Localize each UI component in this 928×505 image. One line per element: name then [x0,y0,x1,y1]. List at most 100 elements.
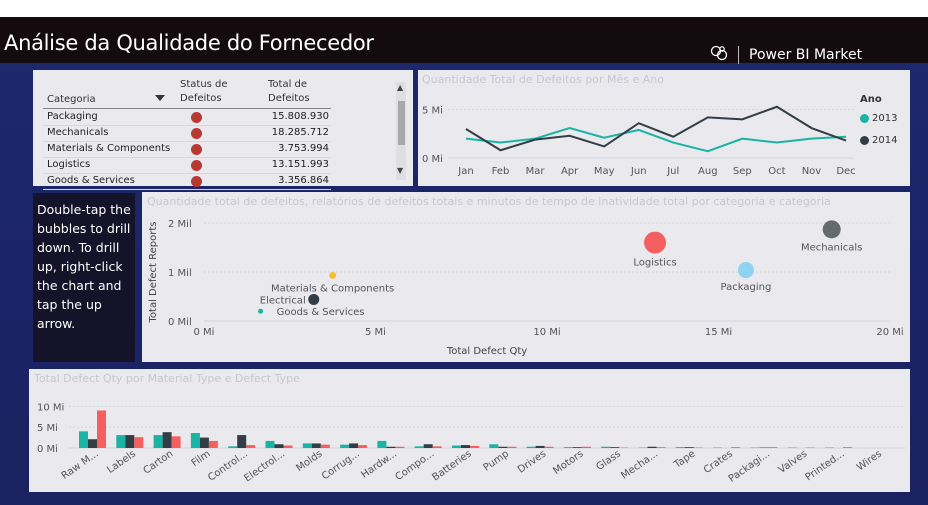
line-chart-panel: Quantidade Total de Defeitos por Mês e A… [418,70,910,186]
x-tick-label: 0 Mi [194,327,215,338]
bar [572,447,582,448]
bar [246,445,256,448]
bar [88,439,97,448]
scroll-up-icon[interactable]: ▲ [397,83,404,92]
line-chart[interactable]: 0 Mi 5 Mi Jan Feb Mar Apr May Jun Jul Aug Sep Oct No… [418,70,910,186]
x-tick-label: 15 Mi [705,327,732,338]
power-bi-logo-icon [710,44,728,66]
x-tick-label: Packagi... [727,448,772,484]
bar [125,435,135,448]
bar-chart-panel: Total Defect Qty por Material Type e Def… [29,369,910,492]
cell-total: 18.285.712 [271,127,329,138]
bar [768,447,778,448]
legend-label-2014: 2014 [872,135,898,146]
bubble-materials-components [329,271,337,279]
x-tick-label: Compo... [394,448,437,483]
brand-divider [738,46,739,64]
title-bar [0,17,928,63]
x-tick-label: Printed... [804,448,847,483]
table-row[interactable]: Packaging 15.808.930 [43,109,331,126]
bar [208,440,218,448]
status-indicator-icon [191,176,202,187]
x-tick-label: Molds [294,448,324,474]
scatter-chart-panel: Quantidade total de defeitos, relatórios… [142,192,910,362]
x-tick-label: Valves [777,448,810,476]
bar [395,446,405,448]
bar [265,440,275,448]
x-tick-label: May [594,166,615,177]
x-tick-label: Tape [671,448,697,471]
bubble-electrical [308,293,320,305]
x-tick-label: Motors [551,448,585,477]
bubble-label: Logistics [633,258,676,269]
legend-item-2013[interactable]: 2013 [860,113,897,124]
bubble-goods-services [258,308,264,314]
legend-item-2014[interactable]: 2014 [860,135,897,146]
bubble-label: Packaging [721,282,772,293]
table-row[interactable]: Logistics 13.151.993 [43,157,331,174]
status-indicator-icon [191,128,202,139]
x-tick-label: Crates [702,448,735,476]
bar [563,447,573,448]
top-white-strip [0,0,928,17]
bar [610,447,620,448]
col-header-total[interactable]: Total de Defeitos [268,79,310,104]
table-row[interactable]: Mechanicals 18.285.712 [43,125,331,142]
bar [544,446,554,448]
table-row[interactable]: Materials & Components 3.753.994 [43,141,331,158]
bar [601,446,611,448]
bar [423,444,433,448]
scroll-down-icon[interactable]: ▼ [397,166,404,175]
col-header-status[interactable]: Status de Defeitos [180,79,228,104]
x-tick-label: Dec [836,166,855,177]
bubble-logistics [644,231,667,254]
scatter-chart[interactable]: 0 Mil 1 Mil 2 Mil 0 Mi 5 Mi 10 Mi 15 Mi 20 Mi To… [142,192,910,362]
series-line-2013 [465,126,847,153]
bar [684,447,694,448]
bar [656,447,666,448]
bubble-label: Electrical [260,295,306,306]
y-tick-label: 1 Mil [168,268,192,279]
bar [358,445,368,448]
x-tick-label: Carton [141,448,175,476]
defects-table-panel: Categoria Status de Defeitos Total de De… [33,70,413,190]
x-tick-label: Drives [516,448,548,475]
y-tick-label: 5 Mi [422,106,443,117]
drill-instructions: Double-tap the bubbles to drill down. To… [33,193,135,362]
scatter-chart-title: Quantidade total de defeitos, relatórios… [147,195,831,208]
cell-total: 13.151.993 [271,159,329,170]
x-tick-label: 10 Mi [533,327,560,338]
bar [97,410,106,448]
cell-category: Logistics [47,159,91,170]
bar [843,447,852,448]
bar [507,446,517,448]
bar [190,433,200,448]
x-tick-label: Labels [105,448,138,475]
sort-desc-icon[interactable] [155,95,165,101]
bar [349,443,359,448]
x-tick-label: Feb [492,166,510,177]
bar-chart-title: Total Defect Qty por Material Type e Def… [34,372,300,385]
col-header-category[interactable]: Categoria [47,94,96,105]
line-chart-title: Quantidade Total de Defeitos por Mês e A… [422,73,665,86]
bar [134,437,144,448]
y-tick-label: 5 Mi [37,423,58,434]
x-tick-label: Sep [733,166,752,177]
x-tick-label: Electrol... [242,448,287,484]
bar [452,445,461,448]
header-divider [43,108,331,109]
page-title: Análise da Qualidade do Fornecedor [4,31,374,55]
x-axis-label: Total Defect Qty [446,346,527,357]
table-row[interactable]: Goods & Services 3.356.864 [43,173,331,190]
brand[interactable]: Power BI Market [710,44,862,66]
bar [171,436,181,448]
bar [237,435,247,448]
x-tick-label: Jun [630,166,647,177]
bar [498,446,508,448]
bar [461,445,470,448]
scrollbar-thumb[interactable] [398,101,405,145]
x-tick-label: 20 Mi [876,327,903,338]
bar [302,443,312,448]
bar [274,444,284,448]
